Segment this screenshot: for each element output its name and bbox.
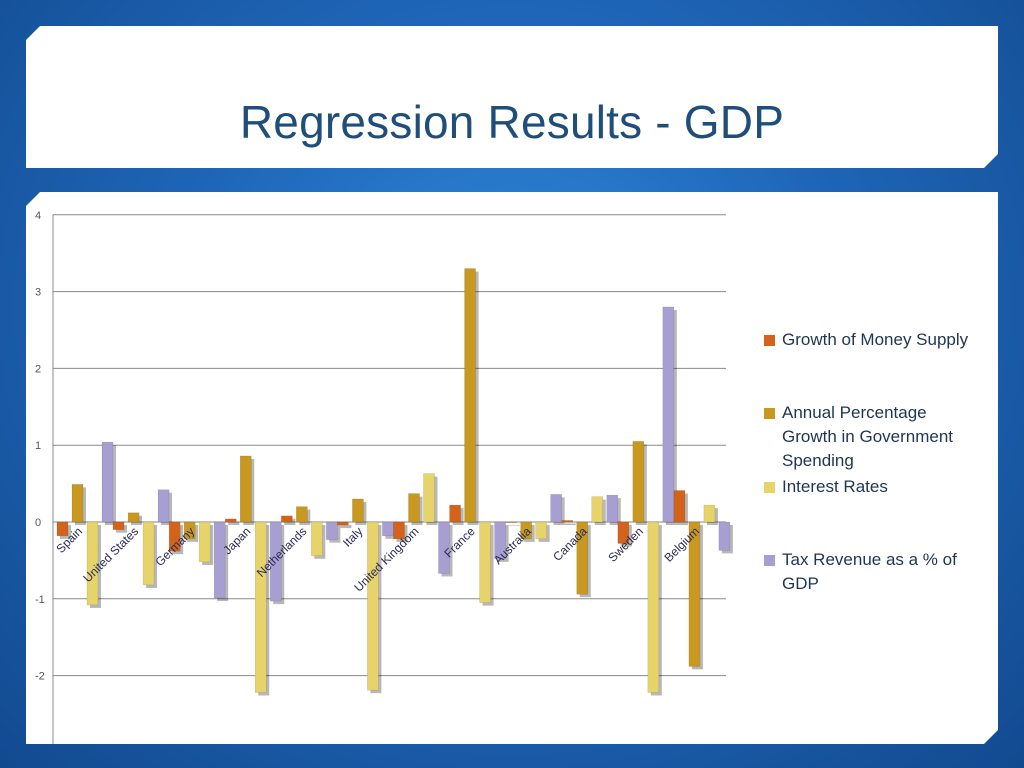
bar [128,513,139,522]
bar [577,522,588,594]
bar-shadow [228,522,239,525]
bar [326,522,337,540]
y-tick-label: -2 [35,671,45,683]
legend-swatch-money-supply [764,335,775,346]
bar [296,507,307,522]
bar [102,442,113,522]
bar [352,499,363,522]
bar [225,519,236,522]
bar [618,522,629,544]
bar [536,522,547,539]
bar [382,522,393,536]
bar [719,522,730,550]
bar [439,522,450,573]
y-tick-label: 0 [35,517,41,529]
bar [633,441,644,522]
legend-label-gov-spending: Annual Percentage Growth in Government S… [782,403,954,470]
bar [394,522,405,539]
bar-shadow [340,525,351,528]
y-tick-label: 3 [35,287,41,299]
bar [648,522,659,692]
bar [57,522,68,536]
y-tick-label: 1 [35,440,41,452]
bar [169,522,180,551]
bar [158,490,169,522]
bar [409,494,420,522]
y-tick-label: -1 [35,594,45,606]
bar [311,522,322,556]
bar [424,474,435,522]
chart-panel: 4 3 2 1 0 -1 -2 Spain United States Germany Japan… [26,192,998,744]
bar [240,456,251,522]
title-panel [26,26,998,168]
bar [465,269,476,522]
bar [521,522,532,539]
y-tick-label: 2 [35,363,41,375]
bar [214,522,225,598]
bar-shadow [565,523,576,525]
slide-title: Regression Results - GDP [239,96,785,148]
bar [663,307,674,522]
bar [199,522,210,562]
bar [674,491,685,522]
bar [551,494,562,522]
bar [480,522,491,603]
bar [495,522,506,559]
bar [270,522,281,601]
gridlines [53,215,726,676]
bar [704,505,715,522]
y-axis-ticks: 4 3 2 1 0 -1 -2 [35,210,45,683]
bar [506,522,517,523]
bar [607,495,618,522]
bar [689,522,700,666]
bar [72,484,83,522]
bar [184,522,195,539]
legend-swatch-tax-revenue [764,555,775,566]
bar [281,516,292,522]
legend-label-money-supply: Growth of Money Supply [782,330,969,349]
legend-swatch-interest-rates [764,482,775,493]
bar [337,522,348,525]
bar [450,505,461,522]
bar [143,522,154,585]
bar [255,522,266,692]
legend-swatch-gov-spending [764,408,775,419]
bar [87,522,98,605]
bar [592,497,603,522]
bar [113,522,124,530]
legend-label-tax-revenue: Tax Revenue as a % of GDP [782,550,957,593]
bar [367,522,378,690]
legend-label-interest-rates: Interest Rates [782,477,888,496]
bar-shadow [509,525,520,526]
y-tick-label: 4 [35,210,41,222]
bar [562,520,573,522]
bars [57,269,733,696]
